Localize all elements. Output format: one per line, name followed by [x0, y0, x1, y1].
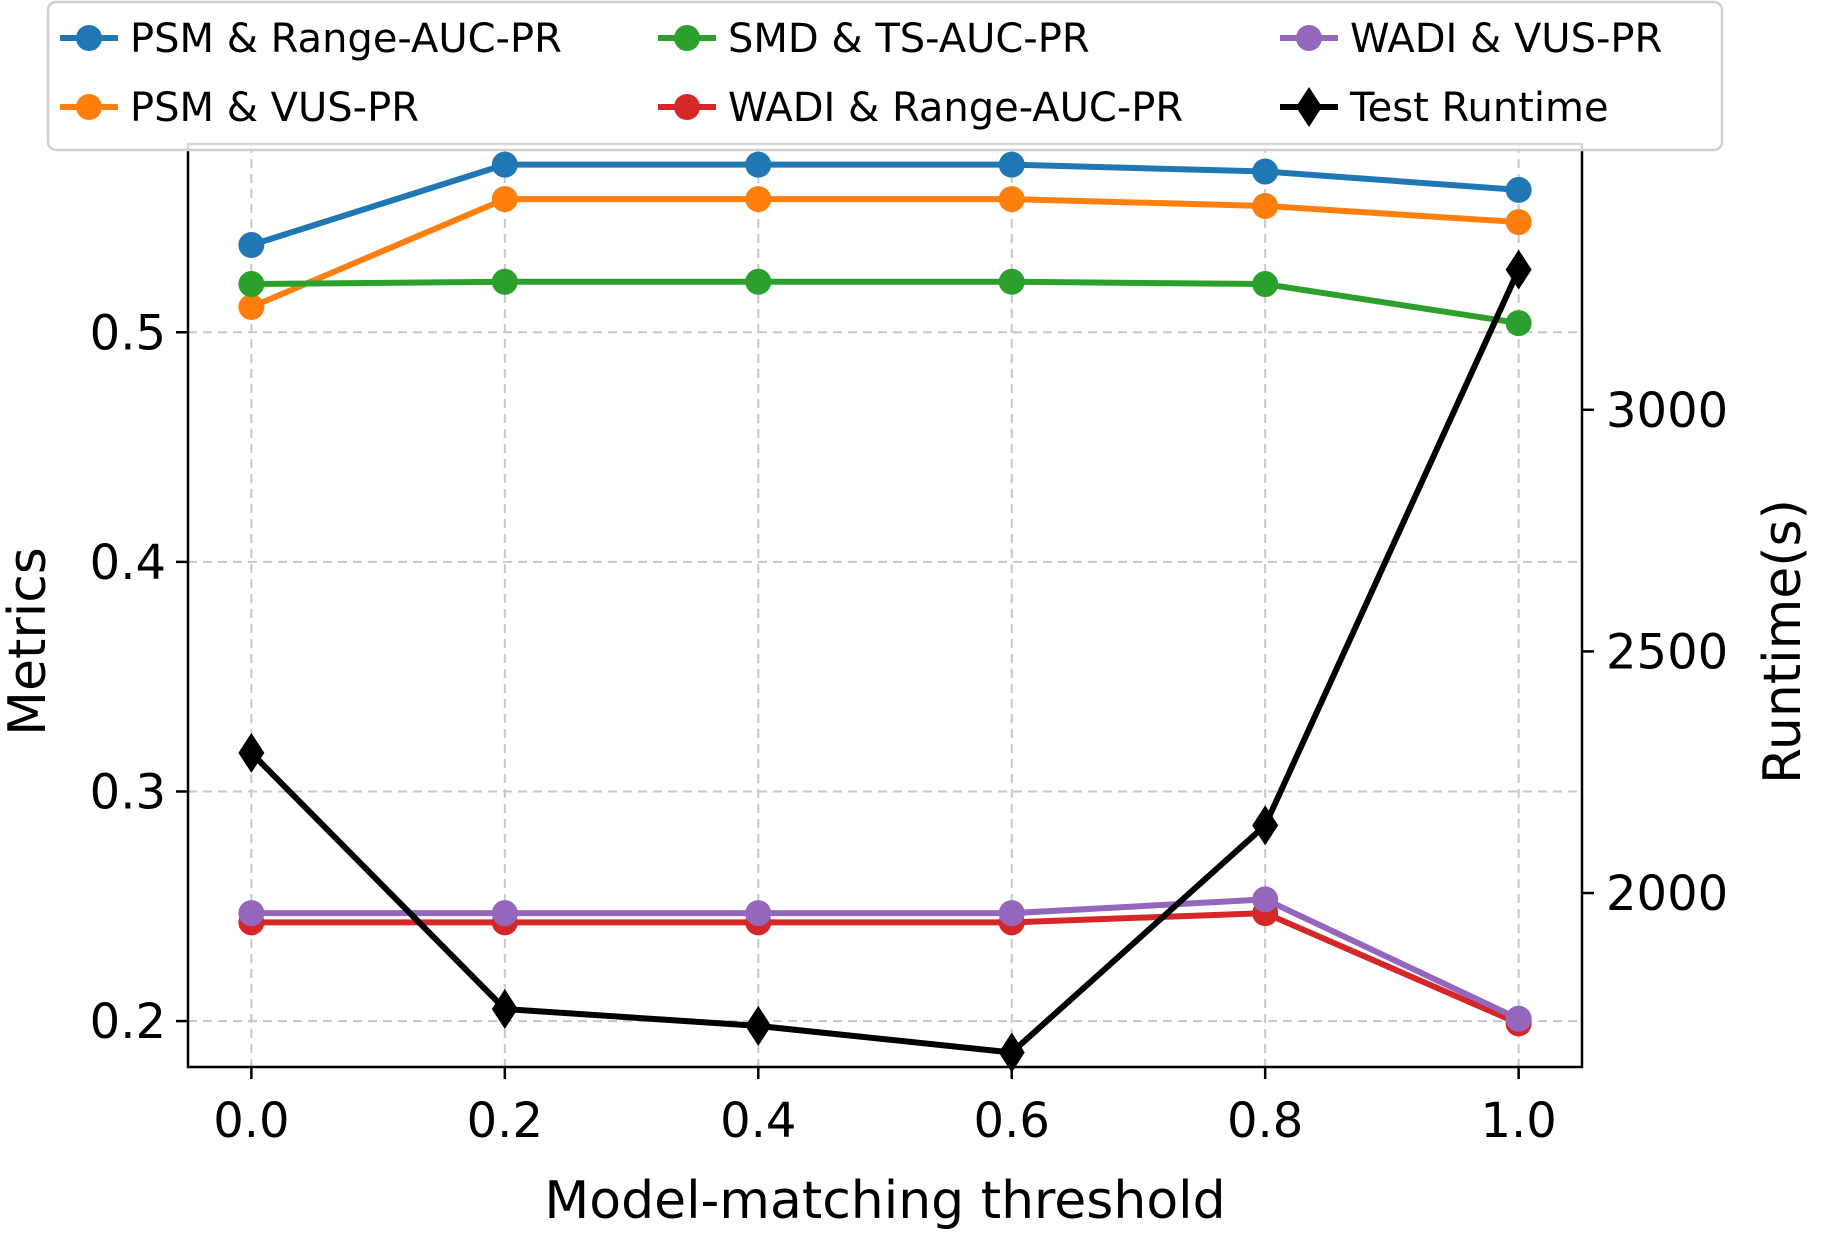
legend-marker [76, 25, 102, 51]
legend-marker [1296, 25, 1322, 51]
data-point [745, 900, 772, 927]
series-line [251, 910, 1520, 1027]
data-point [1252, 192, 1279, 219]
data-point [745, 268, 772, 295]
y2-tick-label: 2000 [1606, 866, 1728, 922]
legend-item: WADI & VUS-PR [1280, 16, 1662, 62]
data-point [1505, 1005, 1532, 1032]
y-tick-label: 0.3 [90, 764, 166, 820]
data-point [238, 732, 265, 773]
legend-item: WADI & Range-AUC-PR [658, 85, 1183, 131]
data-point [745, 186, 772, 213]
data-point [1252, 271, 1279, 298]
data-point [1505, 209, 1532, 236]
series-0 [238, 151, 1532, 259]
data-point [491, 151, 518, 178]
series-line [250, 161, 1519, 248]
legend-label: PSM & Range-AUC-PR [130, 16, 562, 62]
data-point [1252, 158, 1279, 185]
ticks: 0.0 0.2 0.4 0.6 0.8 1.0 0.2 0.3 0.4 0.5 2000 2500 30… [90, 305, 1729, 1149]
legend-item: Test Runtime [1280, 85, 1609, 131]
series-line [250, 196, 1519, 310]
x-tick-label: 0.2 [467, 1093, 543, 1149]
data-point [1505, 176, 1532, 203]
data-point [998, 186, 1025, 213]
legend-label: SMD & TS-AUC-PR [728, 16, 1090, 62]
legend-label: PSM & VUS-PR [130, 85, 419, 131]
series-line [251, 278, 1520, 327]
x-tick-label: 0.0 [213, 1093, 289, 1149]
legend-label: WADI & VUS-PR [1350, 16, 1662, 62]
series-line [251, 896, 1520, 1022]
legend-item: PSM & VUS-PR [60, 85, 419, 131]
data-point [1505, 249, 1532, 290]
series-4 [238, 886, 1532, 1032]
y-tick-label: 0.4 [90, 535, 166, 591]
x-axis-title: Model-matching threshold [544, 1171, 1225, 1231]
y-tick-label: 0.5 [90, 305, 166, 361]
series-layer [238, 151, 1532, 1073]
data-point [1252, 886, 1279, 913]
data-point [745, 151, 772, 178]
series-5 [238, 249, 1532, 1073]
y2-axis-title: Runtime(s) [1753, 499, 1813, 784]
data-point [238, 232, 265, 259]
data-point [998, 151, 1025, 178]
legend-label: Test Runtime [1349, 85, 1609, 131]
x-tick-label: 0.4 [720, 1093, 796, 1149]
data-point [745, 1005, 772, 1046]
y-axis-title: Metrics [0, 547, 58, 736]
data-point [491, 268, 518, 295]
data-point [1252, 805, 1279, 846]
data-point [491, 989, 518, 1030]
y-tick-label: 0.2 [90, 994, 166, 1050]
series-line [249, 268, 1522, 1056]
data-point [238, 900, 265, 927]
legend: PSM & Range-AUC-PR PSM & VUS-PR SMD & TS-A… [46, 0, 1724, 152]
x-tick-label: 1.0 [1480, 1093, 1556, 1149]
data-point [998, 1032, 1025, 1073]
legend-item: PSM & Range-AUC-PR [60, 16, 562, 62]
data-point [1505, 310, 1532, 337]
x-tick-label: 0.8 [1227, 1093, 1303, 1149]
data-point [238, 271, 265, 298]
legend-marker [1296, 87, 1322, 127]
data-point [998, 900, 1025, 927]
legend-label: WADI & Range-AUC-PR [728, 85, 1183, 131]
legend-marker [674, 25, 700, 51]
series-2 [238, 268, 1532, 337]
y2-tick-label: 3000 [1606, 383, 1728, 439]
y2-tick-label: 2500 [1606, 624, 1728, 680]
series-1 [238, 186, 1532, 321]
data-point [491, 900, 518, 927]
legend-marker [76, 94, 102, 120]
data-point [238, 294, 265, 321]
data-point [491, 186, 518, 213]
legend-marker [674, 94, 700, 120]
data-point [998, 268, 1025, 295]
legend-item: SMD & TS-AUC-PR [658, 16, 1090, 62]
x-tick-label: 0.6 [974, 1093, 1050, 1149]
